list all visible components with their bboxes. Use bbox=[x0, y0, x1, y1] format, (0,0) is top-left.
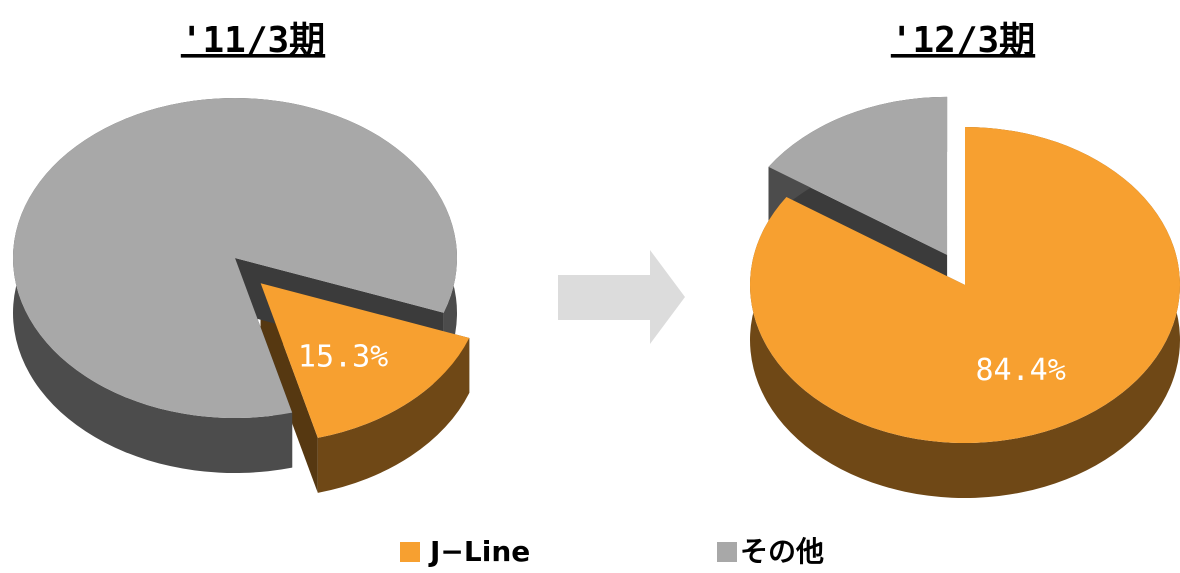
legend-swatch bbox=[717, 542, 737, 562]
arrow bbox=[558, 250, 685, 344]
pie-slice bbox=[13, 98, 458, 419]
data-label: 84.4% bbox=[976, 353, 1066, 388]
pie-slice-side bbox=[317, 337, 470, 493]
pie-slice bbox=[749, 127, 1180, 443]
chart-title: '12/3期 bbox=[891, 20, 1035, 61]
legend-label: J−Line bbox=[428, 535, 530, 568]
legend-label: その他 bbox=[740, 535, 824, 568]
pie-slice bbox=[260, 283, 470, 438]
legend-swatch bbox=[400, 542, 420, 562]
pie-slice bbox=[768, 96, 948, 255]
data-label: 15.3% bbox=[298, 340, 388, 375]
chart-title: '11/3期 bbox=[181, 20, 325, 61]
pie-slice-face bbox=[260, 283, 318, 493]
